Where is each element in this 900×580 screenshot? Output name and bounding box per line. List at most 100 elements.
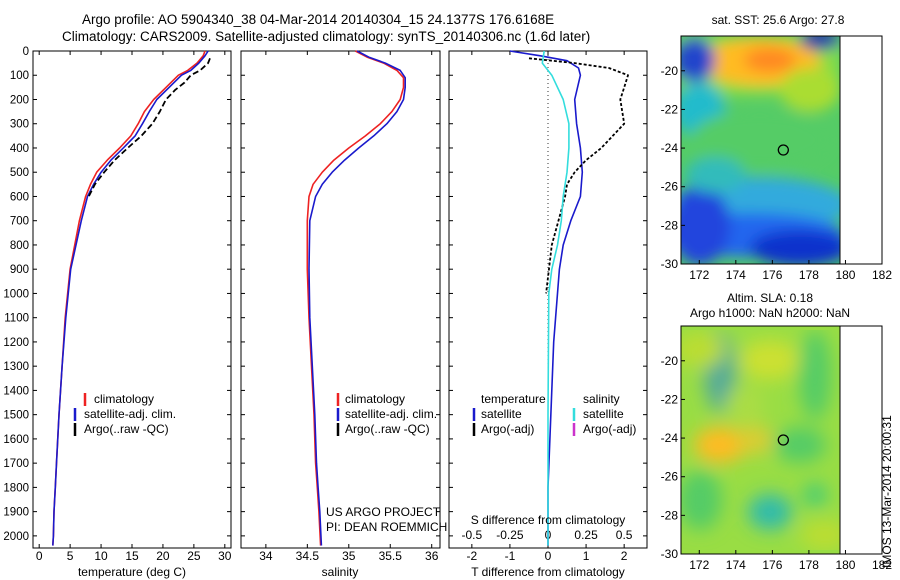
- x-tick-label: 34.5: [296, 549, 320, 563]
- t-difference-label: T difference from climatology: [471, 565, 625, 579]
- lon-tick-label: 172: [689, 558, 709, 572]
- temperature-legend-argo: Argo(..raw -QC): [84, 422, 169, 436]
- sla-map: Altim. SLA: 0.18 Argo h1000: NaN h2000: …: [661, 291, 893, 572]
- lat-tick-label: -28: [661, 218, 679, 232]
- x-tick-label: 0: [36, 549, 43, 563]
- s-diff-tick-label: 0.5: [616, 528, 633, 542]
- sla-map-title-1: Altim. SLA: 0.18: [727, 291, 813, 305]
- x-tick-label: 10: [94, 549, 108, 563]
- depth-tick-label: 1900: [3, 507, 29, 519]
- depth-tick-label: 2000: [3, 531, 29, 543]
- sst-map-title: sat. SST: 25.6 Argo: 27.8: [712, 13, 845, 27]
- lon-tick-label: 176: [762, 558, 782, 572]
- depth-tick-label: 1400: [3, 385, 29, 397]
- salinity-legend-climatology: climatology: [345, 392, 405, 406]
- depth-tick-label: 1500: [3, 410, 29, 422]
- series-temperature-argo-adj-: [528, 57, 629, 294]
- series-satellite-adj-clim-: [52, 50, 209, 546]
- depth-tick-label: 700: [10, 216, 29, 228]
- salinity-panel-frame: [240, 50, 441, 549]
- depth-tick-label: 100: [10, 70, 29, 82]
- depth-tick-label: 300: [10, 119, 29, 131]
- depth-tick-label: 1200: [3, 337, 29, 349]
- x-tick-label: 36: [425, 549, 439, 563]
- salinity-panel: 34 34.5 35 35.5 36 salinity climatology sate…: [240, 50, 447, 579]
- header-line2: Climatology: CARS2009. Satellite-adjuste…: [62, 29, 590, 44]
- lon-tick-label: 180: [835, 268, 855, 282]
- diff-legend-salinity: salinity: [583, 392, 620, 406]
- s-diff-tick-label: -0.5: [462, 528, 483, 542]
- s-difference-label: S difference from climatology: [471, 513, 626, 527]
- lat-tick-label: -22: [661, 102, 679, 116]
- depth-tick-label: 900: [10, 264, 29, 276]
- sst-argo-location-marker: [777, 144, 789, 156]
- temperature-panel-frame: [32, 50, 232, 549]
- x-tick-label: 5: [67, 549, 74, 563]
- sla-argo-location-marker: [777, 434, 789, 446]
- depth-tick-label: 1700: [3, 458, 29, 470]
- depth-tick-label: 1000: [3, 288, 29, 300]
- lon-tick-label: 174: [726, 268, 746, 282]
- temperature-panel: 0100200300400500600700800900100011001200…: [3, 46, 231, 579]
- series-climatology: [306, 50, 405, 546]
- lat-tick-label: -22: [661, 392, 679, 406]
- lat-tick-label: -26: [661, 180, 679, 194]
- lat-tick-label: -30: [661, 257, 679, 271]
- sst-map: sat. SST: 25.6 Argo: 27.8 172 174 1: [661, 13, 893, 282]
- x-tick-label: 30: [218, 549, 232, 563]
- salinity-xlabel: salinity: [322, 565, 359, 579]
- difference-panel: -2 -1 0 1 2 -0.5 -0.25 0 0.25 0.5 S difference f…: [448, 50, 648, 579]
- lat-tick-label: -30: [661, 547, 679, 561]
- lon-tick-label: 178: [799, 268, 819, 282]
- x-tick-label: 1: [583, 549, 590, 563]
- depth-tick-label: 1800: [3, 482, 29, 494]
- temperature-legend-climatology: climatology: [94, 392, 154, 406]
- pi-annotation: PI: DEAN ROEMMICH: [326, 520, 447, 534]
- lat-tick-label: -24: [661, 141, 679, 155]
- series-satellite-adj-clim-: [308, 50, 407, 546]
- x-tick-label: 2: [621, 549, 628, 563]
- diff-legend-s-satellite: satellite: [583, 407, 624, 421]
- lon-tick-label: 172: [689, 268, 709, 282]
- x-tick-label: -2: [467, 549, 478, 563]
- series-climatology: [52, 50, 206, 546]
- depth-tick-label: 600: [10, 191, 29, 203]
- lat-tick-label: -20: [661, 64, 679, 78]
- s-diff-tick-label: 0.25: [574, 528, 598, 542]
- x-tick-label: 0: [545, 549, 552, 563]
- depth-tick-label: 800: [10, 240, 29, 252]
- diff-legend-t-argo: Argo(-adj): [481, 422, 534, 436]
- lon-tick-label: 176: [762, 268, 782, 282]
- depth-tick-label: 0: [23, 46, 29, 58]
- lon-tick-label: 174: [726, 558, 746, 572]
- x-tick-label: 35: [342, 549, 356, 563]
- lon-tick-label: 182: [872, 268, 892, 282]
- depth-tick-label: 1100: [4, 313, 29, 325]
- depth-tick-label: 500: [10, 167, 29, 179]
- sla-map-title-2: Argo h1000: NaN h2000: NaN: [690, 306, 850, 320]
- depth-tick-label: 400: [10, 143, 29, 155]
- diff-legend-s-argo: Argo(-adj): [583, 422, 636, 436]
- lon-tick-label: 180: [835, 558, 855, 572]
- lat-tick-label: -28: [661, 508, 679, 522]
- series-salinity-satellite: [541, 50, 570, 546]
- header-line1: Argo profile: AO 5904340_38 04-Mar-2014 …: [82, 12, 554, 27]
- salinity-legend-argo: Argo(..raw -QC): [345, 422, 430, 436]
- salinity-legend: climatology satellite-adj. clim. Argo(..…: [336, 392, 437, 436]
- series-temperature-satellite: [509, 50, 584, 546]
- lat-tick-label: -26: [661, 470, 679, 484]
- temperature-xlabel: temperature (deg C): [78, 565, 186, 579]
- x-tick-label: 34: [259, 549, 273, 563]
- lon-tick-label: 178: [799, 558, 819, 572]
- lat-tick-label: -24: [661, 431, 679, 445]
- imos-timestamp: IMOS 13-Mar-2014 20:00:31: [877, 350, 897, 570]
- series-argo-raw-qc-: [87, 57, 211, 197]
- diff-legend-t-satellite: satellite: [481, 407, 522, 421]
- temperature-legend: climatology satellite-adj. clim. Argo(..…: [73, 392, 176, 436]
- temperature-legend-satellite: satellite-adj. clim.: [84, 407, 176, 421]
- depth-tick-label: 200: [10, 94, 29, 106]
- lat-tick-label: -20: [661, 354, 679, 368]
- diff-legend-temperature: temperature: [481, 392, 546, 406]
- x-tick-label: 35.5: [379, 549, 403, 563]
